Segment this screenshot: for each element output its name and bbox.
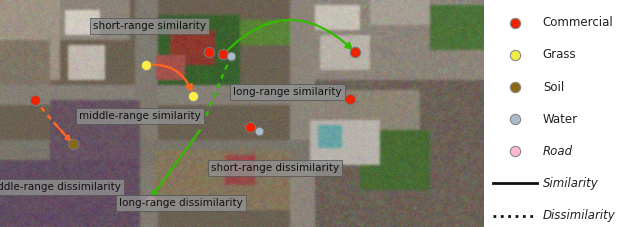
Text: long-range dissimilarity: long-range dissimilarity [119,198,243,208]
Text: short-range dissimilarity: short-range dissimilarity [211,163,339,173]
Text: Grass: Grass [543,48,577,61]
Point [145,198,155,202]
Point [245,125,255,129]
Text: Soil: Soil [543,81,564,94]
Point [509,85,520,89]
Text: Commercial: Commercial [543,16,614,29]
Point [204,50,214,54]
Text: Dissimilarity: Dissimilarity [543,209,616,222]
Text: Water: Water [543,113,578,126]
Point [345,97,355,101]
Point [141,63,151,67]
Point [68,142,79,146]
Point [350,50,360,54]
Text: Road: Road [543,145,573,158]
Point [509,53,520,57]
Text: long-range similarity: long-range similarity [233,87,342,97]
Point [254,129,264,132]
Point [509,21,520,25]
Point [29,98,40,102]
Point [509,117,520,121]
Text: middle-range dissimilarity: middle-range dissimilarity [0,182,120,192]
Point [509,150,520,153]
Point [226,54,236,57]
Text: middle-range similarity: middle-range similarity [79,111,201,121]
Point [218,53,228,56]
Text: short-range similarity: short-range similarity [93,21,206,31]
Text: Similarity: Similarity [543,177,598,190]
Point [188,95,198,98]
